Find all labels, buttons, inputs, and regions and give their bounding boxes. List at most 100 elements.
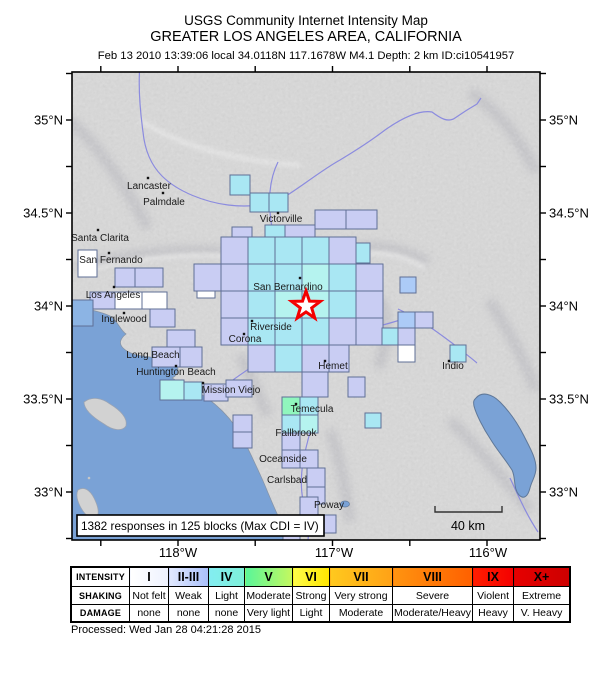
city-label: Long Beach	[126, 350, 179, 361]
map-region-subtitle: GREATER LOS ANGELES AREA, CALIFORNIA	[150, 29, 462, 45]
intensity-cell	[220, 290, 249, 319]
map-base-layer: Lancaster Palmdale Victorville Santa Clarit…	[71, 72, 540, 540]
legend-cell-shaking: Severe	[391, 586, 474, 605]
intensity-cell	[247, 317, 276, 346]
city-dot	[174, 364, 178, 368]
intensity-cell	[220, 263, 249, 292]
intensity-cell	[449, 344, 467, 363]
legend-cell-num: V	[244, 566, 293, 587]
responses-note: 1382 responses in 125 blocks (Max CDI = …	[81, 519, 319, 533]
intensity-cells-layer	[72, 174, 467, 540]
scale-bar	[434, 506, 503, 513]
city-dot	[298, 276, 302, 280]
city-label: Victorville	[260, 214, 303, 225]
intensity-cell	[301, 344, 330, 373]
intensity-cell	[77, 249, 98, 278]
legend-cell-num: VIII	[391, 566, 474, 587]
intensity-cell	[347, 376, 366, 398]
intensity-cell	[166, 329, 196, 348]
city-label: Santa Clarita	[71, 233, 129, 244]
intensity-cell	[355, 290, 384, 319]
lat-label-left: 34.5°N	[23, 206, 63, 221]
city-label: Huntington Beach	[136, 367, 216, 378]
city-dot	[122, 311, 126, 315]
lat-label-right: 34°N	[549, 299, 578, 314]
lat-label-right: 35°N	[549, 113, 578, 128]
city-label: Hemet	[318, 361, 348, 372]
legend-cell-num: VII	[329, 566, 393, 587]
lat-label-right: 33.5°N	[549, 392, 589, 407]
intensity-cell	[247, 344, 276, 373]
intensity-cell	[225, 379, 253, 398]
intensity-cell	[220, 236, 249, 265]
lon-label-bottom: 117°W	[315, 545, 354, 560]
event-info-line: Feb 13 2010 13:39:06 local 34.0118N 117.…	[97, 50, 515, 62]
legend-cell-damage: Very light	[244, 604, 293, 623]
intensity-cell	[72, 299, 94, 327]
intensity-cell	[247, 236, 276, 265]
intensity-cell	[328, 317, 357, 346]
small-islet	[87, 476, 91, 480]
legend-cell-num: II-III	[168, 566, 209, 587]
lon-label-bottom: 116°W	[469, 545, 508, 560]
legend-row-header: DAMAGE	[70, 604, 130, 623]
legend-row: INTENSITY I II-III IV V VI VII VIII IX X+	[70, 566, 571, 587]
intensity-cell	[328, 290, 357, 319]
intensity-cell	[397, 327, 416, 346]
legend-cell-damage: Moderate	[329, 604, 393, 623]
city-label: Los Angeles	[86, 290, 141, 301]
intensity-cell	[355, 317, 384, 346]
legend-cell-num: IV	[208, 566, 245, 587]
legend-cell-damage: none	[168, 604, 209, 623]
intensity-cell	[301, 236, 330, 265]
legend-cell-shaking: Weak	[168, 586, 209, 605]
intensity-cell	[355, 263, 384, 292]
legend-row-header: SHAKING	[70, 586, 130, 605]
legend-cell-shaking: Violent	[472, 586, 515, 605]
intensity-cell	[381, 327, 399, 346]
legend-row-header: INTENSITY	[70, 566, 130, 587]
legend-cell-damage: V. Heavy	[513, 604, 571, 623]
city-dot	[107, 251, 111, 255]
river-aqueduct	[138, 72, 287, 207]
epicenter-star	[287, 286, 325, 322]
legend-cell-shaking: Not felt	[129, 586, 169, 605]
intensity-cell	[364, 412, 382, 429]
intensity-cell	[229, 174, 251, 196]
city-labels-layer: Lancaster Palmdale Victorville Santa Clarit…	[71, 176, 464, 511]
legend-cell-damage: none	[129, 604, 169, 623]
intensity-cell	[114, 267, 136, 288]
intensity-cell	[193, 263, 222, 292]
city-dot	[447, 359, 451, 363]
axis-ticks	[66, 66, 546, 546]
intensity-cell	[149, 308, 176, 328]
intensity-cell	[159, 379, 185, 401]
city-dot	[161, 191, 165, 195]
city-label: Fallbrook	[275, 428, 317, 439]
intensity-cell	[328, 263, 357, 292]
intensity-cell	[314, 209, 347, 230]
city-dot	[201, 381, 205, 385]
intensity-cell	[232, 414, 253, 433]
lon-label-bottom: 118°W	[159, 545, 198, 560]
legend-row: DAMAGE none none none Very light Light Moderat…	[70, 604, 571, 623]
city-dot	[96, 228, 100, 232]
intensity-cell	[274, 236, 303, 265]
intensity-cell	[247, 290, 276, 319]
city-label: Corona	[229, 334, 262, 345]
intensity-cell	[183, 381, 203, 401]
legend-cell-damage: Moderate/Heavy	[391, 604, 474, 623]
intensity-cell	[399, 276, 417, 294]
salton-sea	[473, 393, 537, 498]
city-dot	[146, 176, 150, 180]
legend-cell-damage: none	[208, 604, 245, 623]
city-dot	[323, 359, 327, 363]
legend-cell-damage: Light	[292, 604, 330, 623]
legend-cell-damage: Heavy	[472, 604, 515, 623]
legend-cell-num: VI	[292, 566, 330, 587]
responses-box	[76, 514, 325, 537]
city-label: Palmdale	[143, 197, 185, 208]
river-mojave	[285, 97, 482, 197]
